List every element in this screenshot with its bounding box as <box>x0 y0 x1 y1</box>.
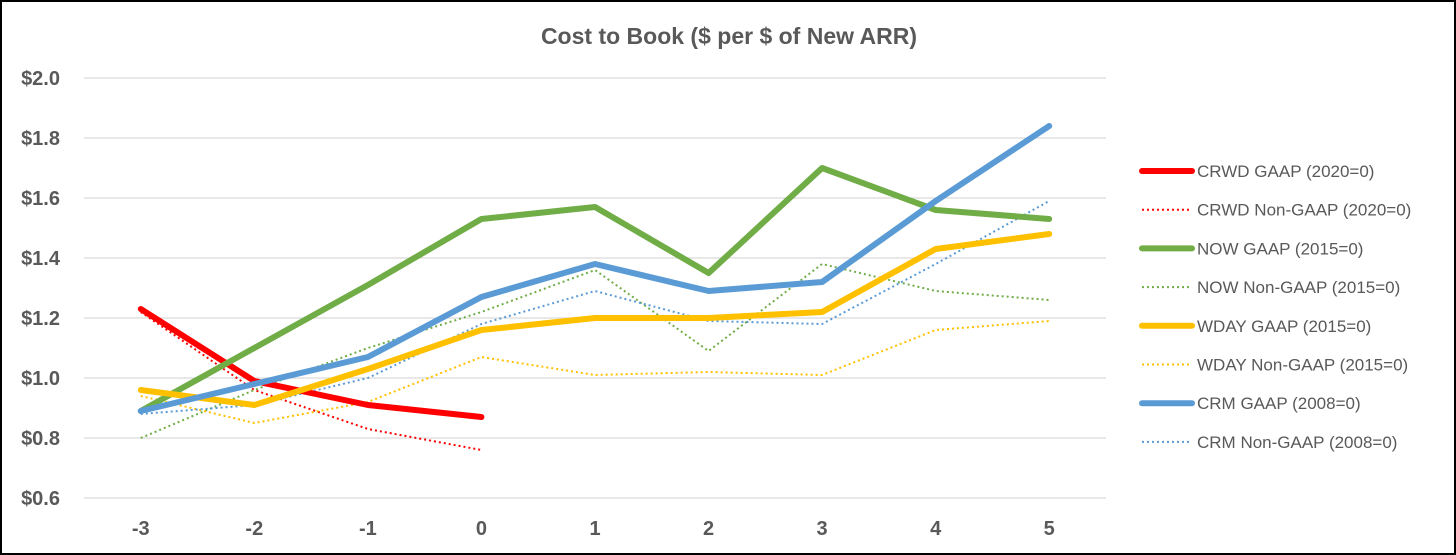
x-tick-label: 1 <box>589 518 600 540</box>
y-tick-label: $2.0 <box>21 68 60 90</box>
series-line <box>140 320 1050 424</box>
x-tick-label: 5 <box>1044 518 1055 540</box>
y-axis-tick-labels: $0.6 $0.8 $1.0 $1.2 $1.4 $1.6 $1.8 $2.0 <box>21 68 61 510</box>
y-tick-label: $1.2 <box>21 308 60 330</box>
series-line <box>140 200 1050 415</box>
x-tick-label: 0 <box>476 518 487 540</box>
x-tick-label: 4 <box>930 518 942 540</box>
series-line <box>140 311 482 451</box>
legend-label: WDAY Non-GAAP (2015=0) <box>1197 356 1408 375</box>
series-lines <box>137 123 1053 451</box>
legend-label: CRM GAAP (2008=0) <box>1197 394 1361 413</box>
x-tick-label: -2 <box>245 518 263 540</box>
series-line <box>137 306 485 420</box>
legend-label: CRM Non-GAAP (2008=0) <box>1197 433 1397 452</box>
legend-label: NOW GAAP (2015=0) <box>1197 239 1363 258</box>
y-tick-label: $1.4 <box>21 248 61 270</box>
y-tick-label: $1.0 <box>21 368 60 390</box>
gridlines <box>84 77 1106 499</box>
series-line <box>137 165 1053 414</box>
legend-label: NOW Non-GAAP (2015=0) <box>1197 278 1400 297</box>
y-tick-label: $0.6 <box>21 488 60 510</box>
x-tick-label: -3 <box>132 518 150 540</box>
x-tick-label: 3 <box>817 518 828 540</box>
x-axis-tick-labels: -3 -2 -1 0 1 2 3 4 5 <box>132 518 1055 540</box>
y-tick-label: $0.8 <box>21 428 60 450</box>
series-line <box>137 231 1053 408</box>
y-tick-label: $1.8 <box>21 128 60 150</box>
series-line <box>140 263 1050 439</box>
x-tick-label: -1 <box>359 518 377 540</box>
legend-label: WDAY GAAP (2015=0) <box>1197 317 1371 336</box>
x-tick-label: 2 <box>703 518 714 540</box>
legend-label: CRWD Non-GAAP (2020=0) <box>1197 201 1411 220</box>
y-tick-label: $1.6 <box>21 188 60 210</box>
series-line <box>137 123 1053 414</box>
legend: CRWD GAAP (2020=0) CRWD Non-GAAP (2020=0)… <box>1139 162 1411 452</box>
chart-title: Cost to Book ($ per $ of New ARR) <box>541 23 917 49</box>
legend-label: CRWD GAAP (2020=0) <box>1197 162 1374 181</box>
